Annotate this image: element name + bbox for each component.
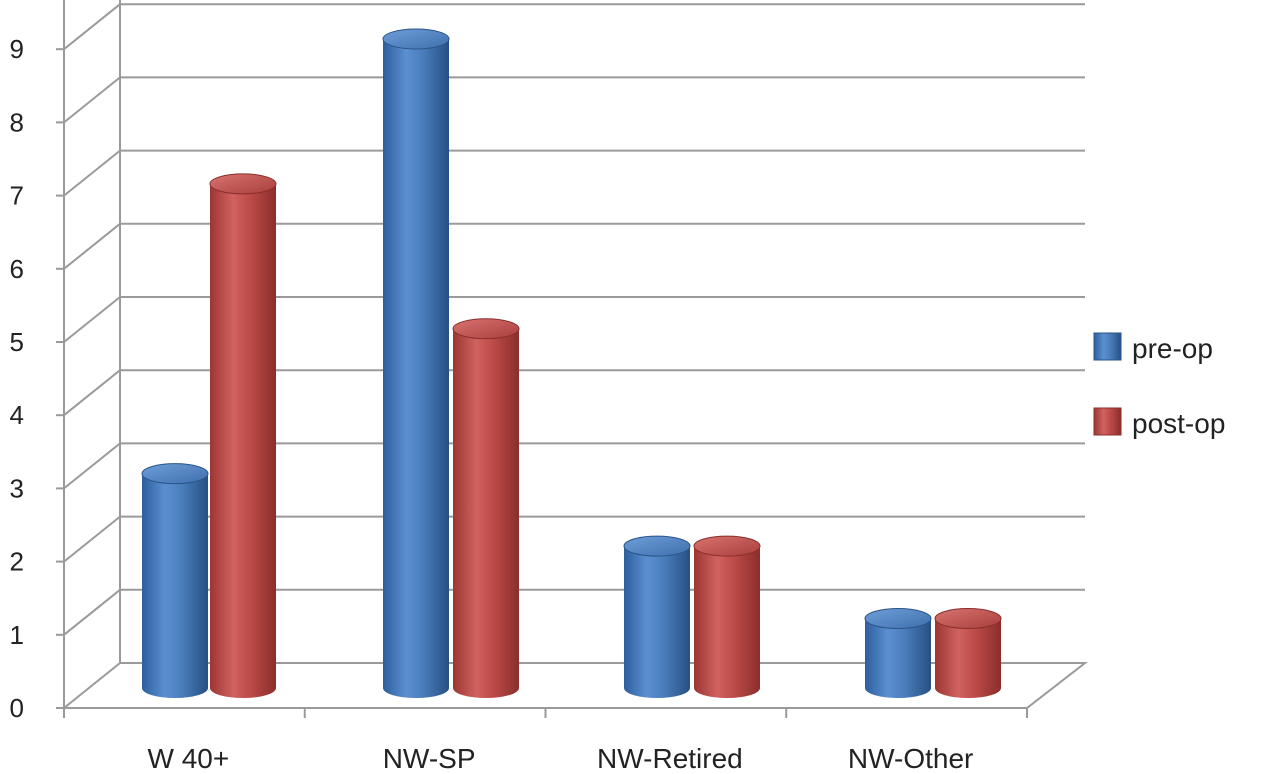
legend-label: post-op [1132, 408, 1225, 439]
gridline-side [63, 149, 121, 197]
gridline-side [63, 589, 121, 636]
bar-body [453, 328, 519, 698]
bar-top [693, 535, 761, 557]
gridline-side [63, 442, 121, 490]
bars [141, 28, 1002, 698]
bar-post-op-NW-Retired [693, 535, 761, 698]
bar-body [935, 618, 1001, 698]
y-tick-label: 7 [10, 181, 24, 211]
legend-swatch [1093, 407, 1122, 436]
x-category-label: NW-Other [848, 743, 974, 774]
bar-post-op-NW-Other [934, 608, 1002, 698]
axis-labels: 0 1 2 3 4 5 6 7 8 9 W 40+ NW-SP NW-Retired NW-Other [10, 34, 974, 774]
chart-floor [61, 662, 1088, 709]
bar-top [141, 463, 209, 485]
legend-item-post-op: post-op [1093, 407, 1225, 439]
gridlines [63, 3, 1085, 636]
y-tick-label: 3 [10, 473, 24, 503]
y-tick-label: 2 [10, 547, 24, 577]
bar-post-op-NW-SP [452, 318, 520, 698]
bar-pre-op-NW-SP [382, 28, 450, 698]
bar-top [452, 318, 520, 340]
y-tick-label: 6 [10, 254, 24, 284]
legend-label: pre-op [1132, 333, 1213, 364]
gridline-side [63, 515, 121, 563]
bar-top [623, 535, 691, 557]
x-category-label: NW-SP [383, 743, 476, 774]
gridline-side [63, 223, 121, 270]
bar-top [209, 173, 277, 195]
axes [56, 0, 1088, 718]
bar-pre-op-W40+ [141, 463, 209, 698]
legend-swatch [1093, 332, 1122, 361]
gridline-side [63, 3, 121, 50]
bar-post-op-W40+ [209, 173, 277, 698]
legend: pre-op post-op [1093, 332, 1225, 439]
bar-top [934, 608, 1002, 630]
y-tick-label: 9 [10, 34, 24, 64]
gridline-side [63, 76, 121, 124]
y-tick-label: 1 [10, 620, 24, 650]
y-tick-label: 8 [10, 107, 24, 137]
bar-pre-op-NW-Retired [623, 535, 691, 698]
bar-pre-op-NW-Other [864, 608, 932, 698]
bar-top [382, 28, 450, 50]
y-tick-label: 4 [10, 400, 24, 430]
bar-body [210, 183, 276, 698]
x-category-label: NW-Retired [597, 743, 743, 774]
x-category-label: W 40+ [148, 743, 230, 774]
bar-body [865, 618, 931, 698]
bar-body [383, 39, 449, 698]
bar-body [694, 546, 760, 698]
legend-item-pre-op: pre-op [1093, 332, 1213, 364]
gridline-side [63, 296, 121, 343]
bar-top [864, 608, 932, 630]
gridline-side [63, 369, 121, 416]
y-tick-label: 0 [10, 693, 24, 723]
y-tick-label: 5 [10, 327, 24, 357]
bar-body [624, 546, 690, 698]
bar-body [142, 473, 208, 698]
